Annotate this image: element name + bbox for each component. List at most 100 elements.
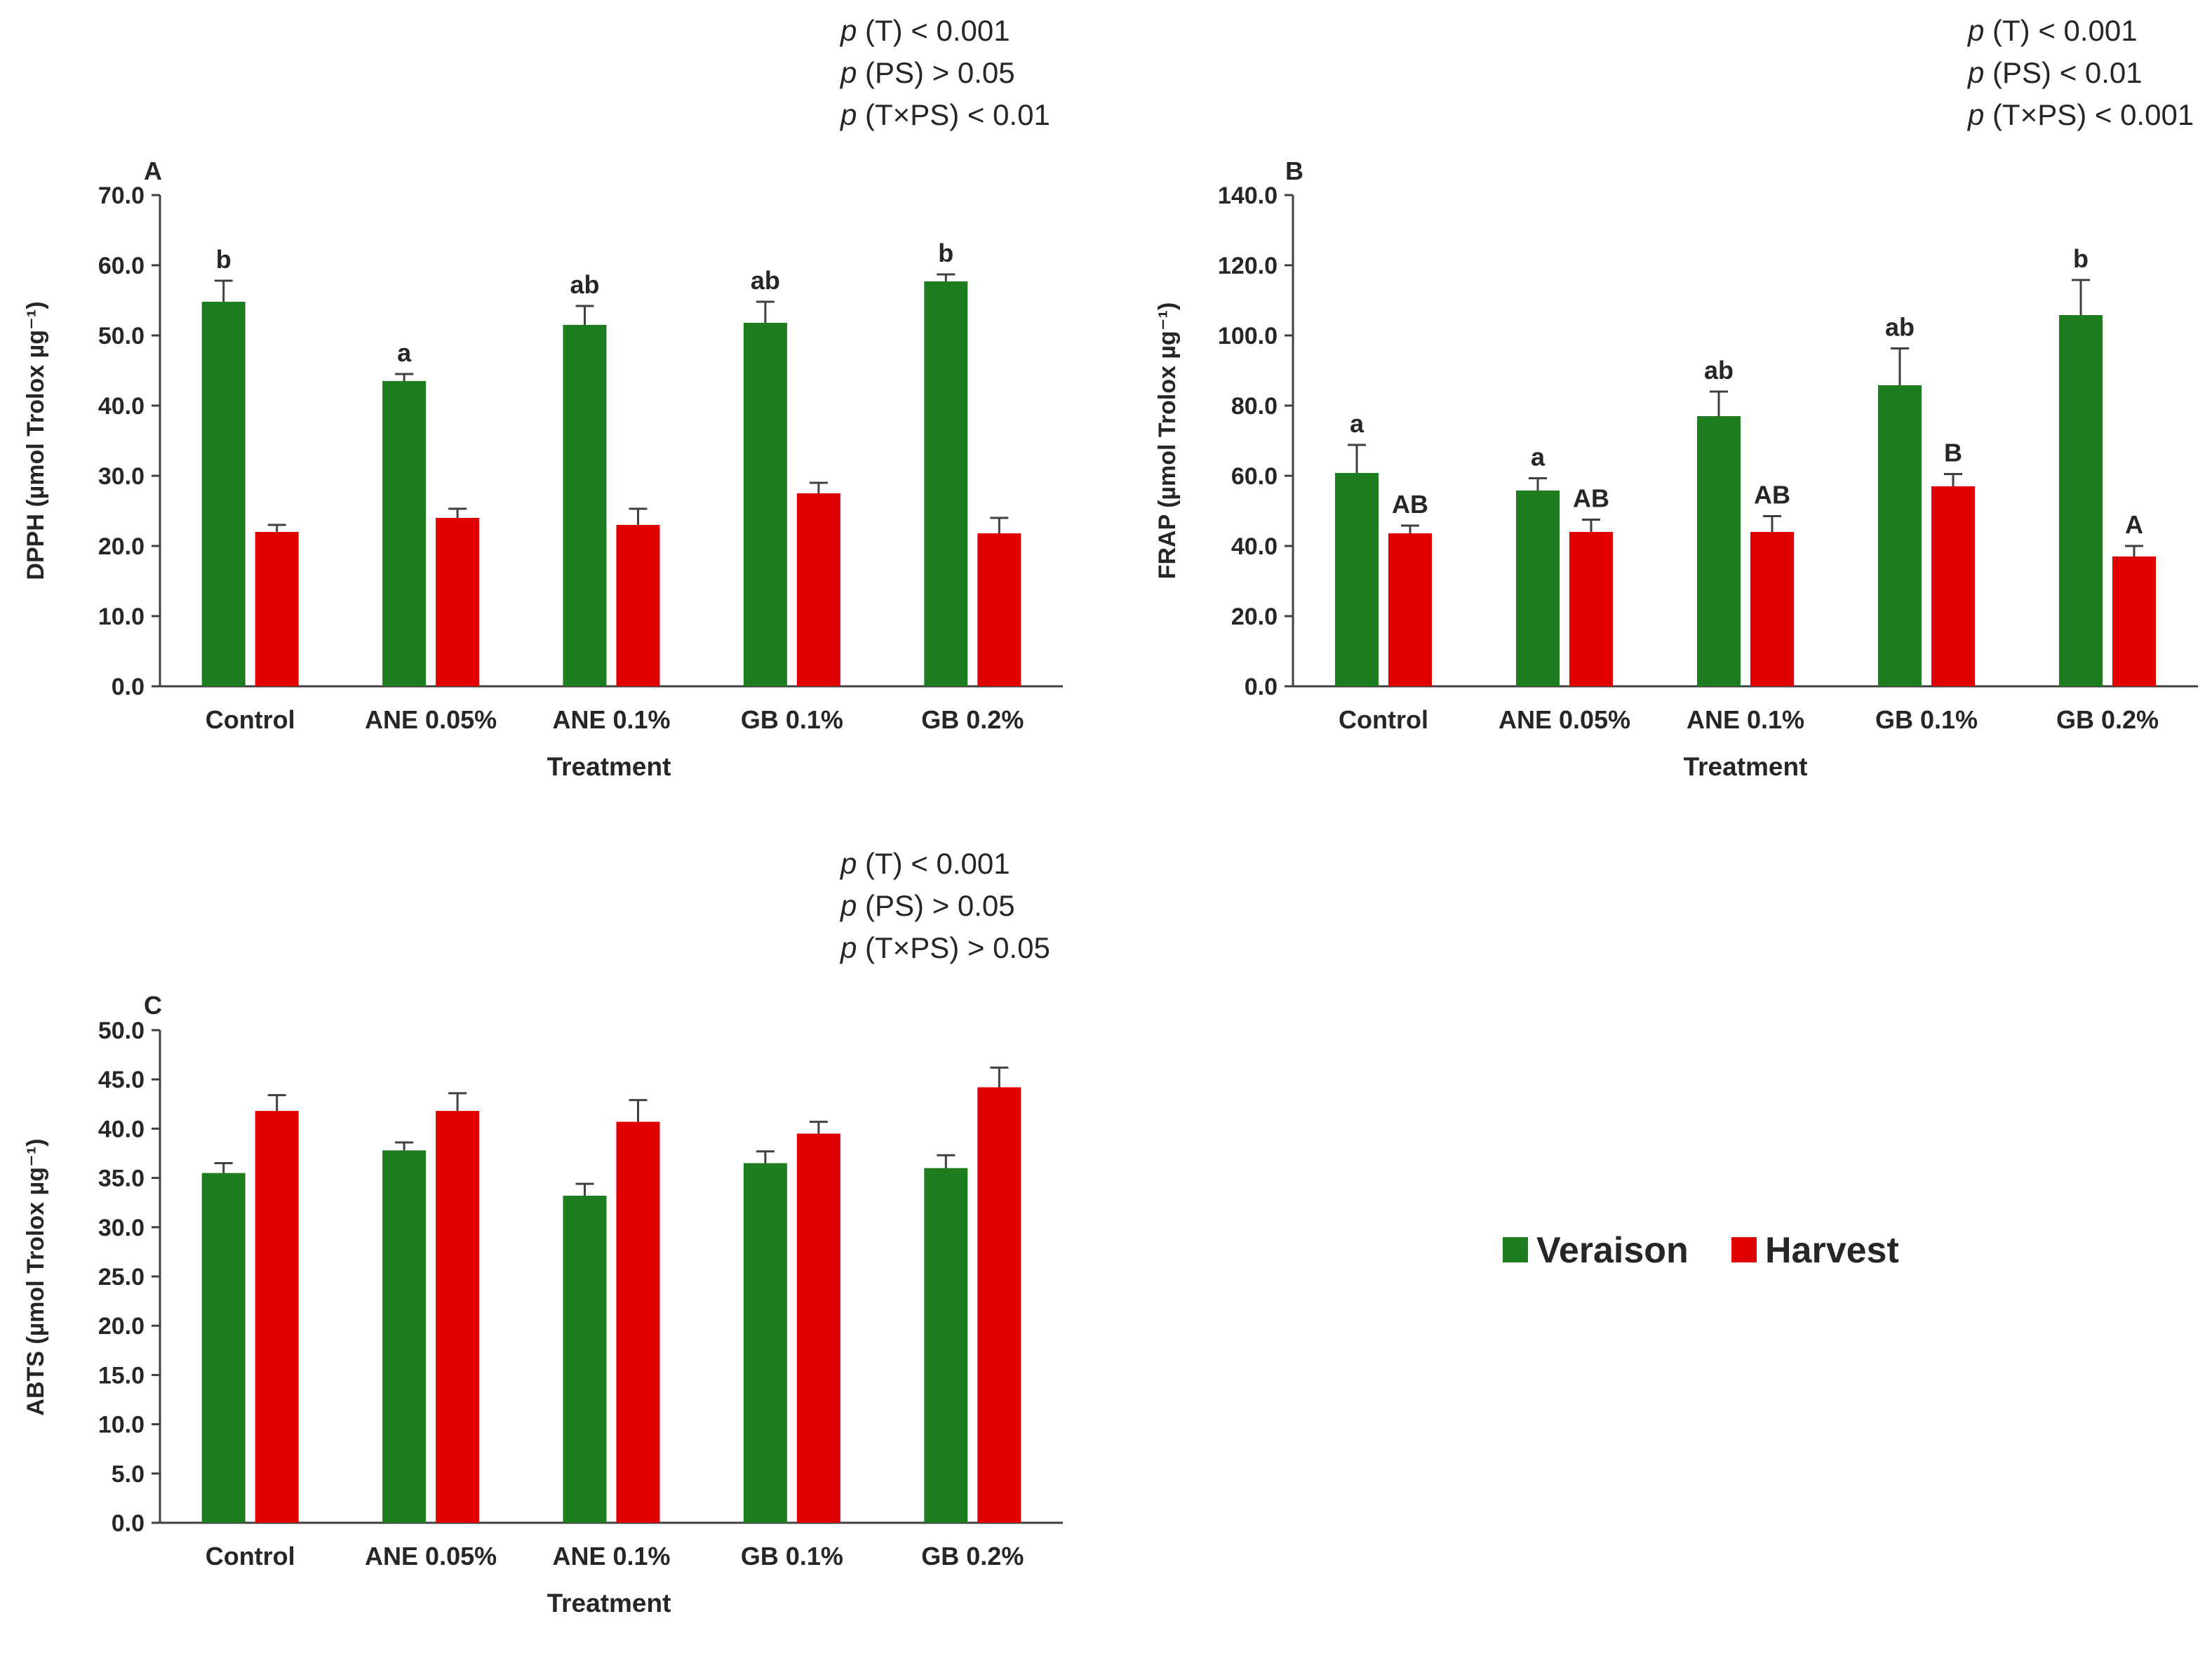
bar-veraison: [924, 1168, 967, 1523]
bar-veraison: [924, 281, 967, 686]
stat-text: (T×PS) < 0.001: [1984, 98, 2194, 131]
significance-letter: AB: [1392, 490, 1428, 519]
y-tick-label: 0.0: [1245, 674, 1278, 700]
y-tick-label: 20.0: [98, 533, 145, 560]
y-tick-label: 60.0: [98, 253, 145, 279]
y-axis-title: DPPH (µmol Trolox µg⁻¹): [22, 301, 49, 580]
category-label: Control: [206, 705, 295, 734]
category-label: Control: [206, 1542, 295, 1570]
category-label: ANE 0.1%: [552, 1542, 670, 1570]
stat-line: p (T×PS) < 0.01: [839, 98, 1050, 131]
stat-line: p (PS) > 0.05: [839, 56, 1015, 89]
category-label: GB 0.1%: [1875, 705, 1978, 734]
significance-letter: b: [938, 239, 953, 267]
bar-harvest: [617, 525, 660, 686]
bar-veraison: [744, 323, 787, 686]
bar-veraison: [1697, 416, 1741, 686]
category-label: ANE 0.1%: [1687, 705, 1804, 734]
y-tick-label: 40.0: [98, 393, 145, 420]
legend-label: Harvest: [1765, 1230, 1899, 1271]
category-label: ANE 0.05%: [365, 1542, 497, 1570]
significance-letter: AB: [1754, 481, 1790, 509]
y-tick-label: 10.0: [98, 1412, 145, 1439]
panel-label: B: [1285, 156, 1303, 185]
x-axis-title: Treatment: [547, 1589, 671, 1618]
significance-letter: a: [397, 338, 412, 367]
category-label: GB 0.1%: [741, 705, 843, 734]
stat-text: (T) < 0.001: [857, 847, 1010, 880]
bar-harvest: [436, 1111, 479, 1523]
bar-veraison: [1516, 491, 1560, 686]
significance-letter: b: [2073, 244, 2089, 273]
y-tick-label: 15.0: [98, 1362, 145, 1389]
stat-line: p (T×PS) > 0.05: [839, 931, 1050, 964]
stat-line: p (T) < 0.001: [1966, 14, 2138, 47]
bar-harvest: [617, 1122, 660, 1523]
stat-line: p (PS) < 0.01: [1966, 56, 2143, 89]
stat-p-symbol: p: [839, 56, 857, 89]
y-tick-label: 10.0: [98, 603, 145, 630]
category-label: GB 0.2%: [921, 705, 1024, 734]
significance-letter: B: [1944, 439, 1962, 467]
y-tick-label: 60.0: [1231, 463, 1278, 490]
stat-p-symbol: p: [1966, 98, 1984, 131]
y-tick-label: 35.0: [98, 1166, 145, 1192]
bar-veraison: [382, 381, 426, 686]
stat-text: (T×PS) < 0.01: [857, 98, 1050, 131]
stat-text: (T) < 0.001: [857, 14, 1010, 47]
chart-panel-b: 0.020.040.060.080.0100.0120.0140.0aABCon…: [1154, 14, 2198, 781]
bar-harvest: [255, 532, 299, 686]
bar-veraison: [1335, 473, 1379, 686]
significance-letter: ab: [570, 270, 599, 299]
y-tick-label: 70.0: [98, 182, 145, 209]
significance-letter: b: [216, 245, 232, 274]
category-label: GB 0.1%: [741, 1542, 843, 1570]
stat-p-symbol: p: [839, 931, 857, 964]
x-axis-title: Treatment: [547, 752, 671, 781]
y-axis-title: FRAP (µmol Trolox µg⁻¹): [1154, 302, 1181, 580]
category-label: GB 0.2%: [2056, 705, 2159, 734]
bar-harvest: [1569, 532, 1613, 686]
bar-veraison: [202, 302, 246, 686]
stat-line: p (T) < 0.001: [839, 847, 1010, 880]
bar-veraison: [744, 1163, 787, 1523]
category-label: ANE 0.05%: [1499, 705, 1630, 734]
chart-panel-a: 0.0 10.0 20.0 30.0 40.0 50.0 60.0 70.0 b Control a…: [22, 14, 1063, 781]
y-tick-label: 40.0: [98, 1116, 145, 1142]
significance-letter: ab: [1885, 313, 1915, 342]
y-tick-label: 30.0: [98, 463, 145, 490]
stat-text: (PS) > 0.05: [857, 889, 1014, 922]
bar-veraison: [2059, 315, 2103, 686]
legend-label: Veraison: [1536, 1230, 1689, 1271]
y-tick-label: 20.0: [98, 1313, 145, 1340]
stat-p-symbol: p: [1966, 56, 1984, 89]
stat-text: (T×PS) > 0.05: [857, 931, 1050, 964]
y-tick-label: 45.0: [98, 1067, 145, 1093]
y-tick-label: 25.0: [98, 1264, 145, 1290]
y-tick-label: 140.0: [1218, 182, 1278, 209]
stat-p-symbol: p: [839, 14, 857, 47]
significance-letter: a: [1531, 443, 1546, 472]
significance-letter: a: [1350, 409, 1365, 438]
chart-panel-c: 0.0 5.0 10.0 15.0 20.0 25.0 30.0 35.0 40.0 45.0 50…: [22, 847, 1063, 1618]
bar-veraison: [563, 325, 607, 686]
bar-veraison: [202, 1173, 246, 1523]
legend-swatch-harvest: [1731, 1237, 1757, 1262]
bar-harvest: [2112, 556, 2156, 686]
category-label: ANE 0.1%: [552, 705, 670, 734]
stat-p-symbol: p: [839, 847, 857, 880]
bar-veraison: [382, 1150, 426, 1523]
bar-harvest: [977, 1087, 1021, 1523]
stat-p-symbol: p: [839, 98, 857, 131]
bar-harvest: [255, 1111, 299, 1523]
y-tick-label: 40.0: [1231, 533, 1278, 560]
stat-p-symbol: p: [1966, 14, 1984, 47]
significance-letter: A: [2125, 510, 2143, 539]
figure: 0.010.020.030.040.050.060.070.0bControla…: [0, 0, 2212, 1654]
bar-harvest: [797, 493, 840, 686]
legend-swatch-veraison: [1503, 1237, 1528, 1262]
panel-label: A: [144, 156, 162, 185]
y-tick-label: 0.0: [112, 1510, 145, 1537]
bar-harvest: [797, 1133, 840, 1523]
stat-text: (T) < 0.001: [1984, 14, 2137, 47]
